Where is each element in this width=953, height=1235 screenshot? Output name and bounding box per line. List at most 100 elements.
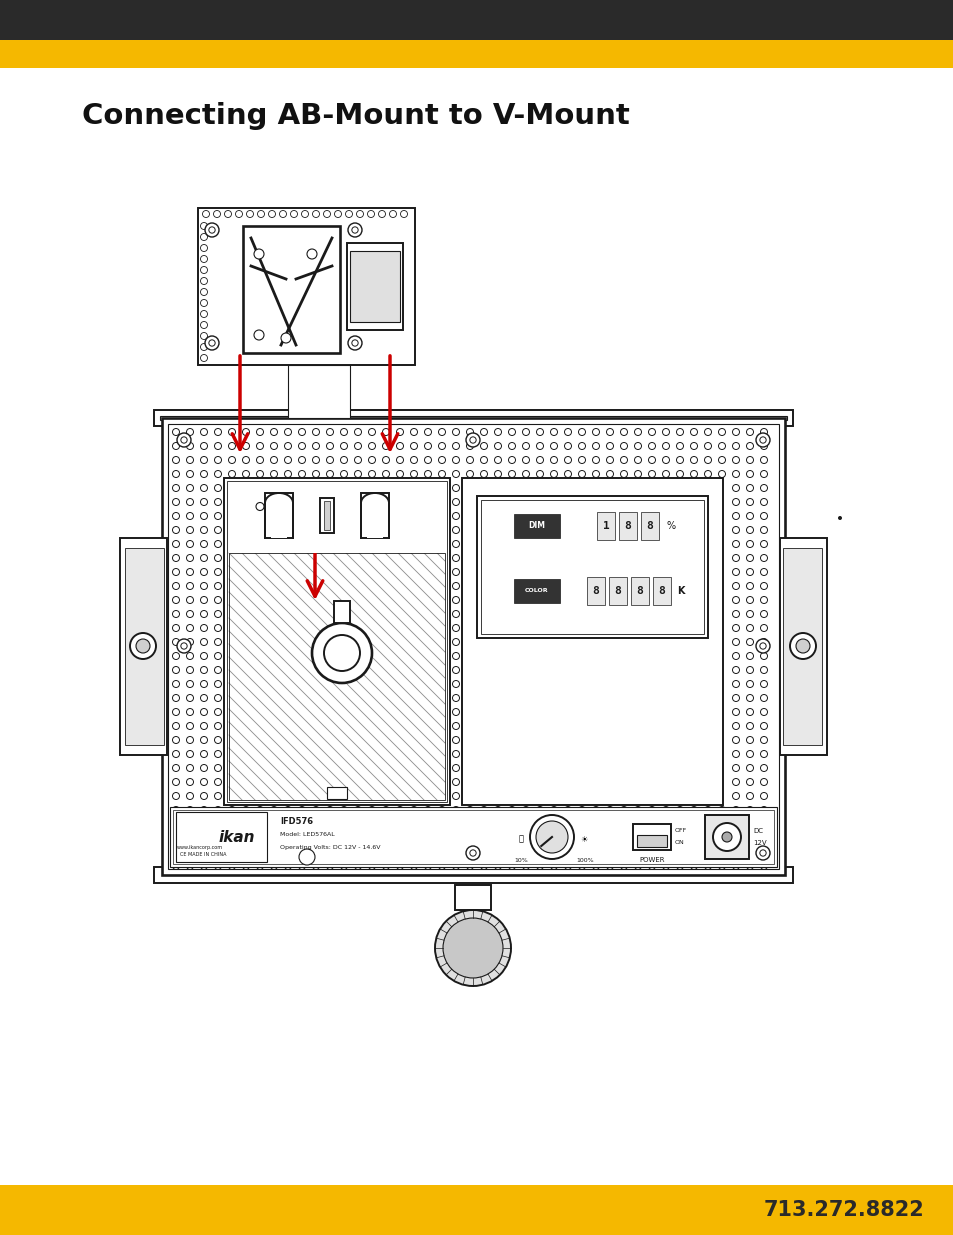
Bar [704,815,748,860]
Circle shape [205,336,219,350]
Circle shape [281,333,291,343]
Text: COLOR: COLOR [525,589,548,594]
Text: IFD576: IFD576 [280,818,313,826]
Circle shape [209,340,215,346]
Bar [514,579,559,603]
Circle shape [177,846,191,860]
Bar [0,40,953,68]
Circle shape [253,249,264,259]
Text: 8: 8 [658,585,664,597]
Text: POWER: POWER [639,857,664,863]
Circle shape [530,815,574,860]
Text: 713.272.8822: 713.272.8822 [762,1200,923,1220]
Circle shape [442,918,502,978]
Circle shape [348,336,361,350]
Bar [0,1186,953,1235]
Bar [652,577,670,605]
Bar [327,787,347,799]
Text: 8: 8 [592,585,598,597]
Bar [630,577,648,605]
Circle shape [253,330,264,340]
Bar [224,478,450,805]
Bar [633,824,670,850]
Bar [476,496,707,638]
Circle shape [177,433,191,447]
Circle shape [136,638,150,653]
Text: 100%: 100% [576,858,593,863]
Circle shape [181,850,187,856]
Circle shape [435,910,511,986]
Circle shape [465,846,479,860]
Bar [637,835,666,847]
Text: 🔒: 🔒 [518,835,523,844]
Bar [480,500,703,634]
Text: 10%: 10% [514,858,527,863]
Bar [153,410,792,426]
Text: Connecting AB-Mount to V-Mount: Connecting AB-Mount to V-Mount [82,103,629,130]
Circle shape [795,638,809,653]
Text: ON: ON [675,841,684,846]
Text: Operating Volts: DC 12V - 14.6V: Operating Volts: DC 12V - 14.6V [280,845,380,850]
Bar [455,885,491,910]
Circle shape [837,516,841,520]
Circle shape [181,643,187,650]
Bar [265,493,293,538]
Text: www.ikancorp.com: www.ikancorp.com [177,845,223,850]
Text: ikan: ikan [218,830,255,845]
Text: ☀: ☀ [579,835,587,844]
Bar [334,601,350,622]
Bar [227,480,447,802]
Bar [172,810,773,864]
Text: 8: 8 [614,585,620,597]
Bar [461,478,722,805]
Bar [198,207,415,366]
Circle shape [255,503,264,510]
Bar [618,513,637,540]
Text: 8: 8 [646,521,653,531]
Bar [586,577,604,605]
Bar [319,498,334,534]
Bar [271,503,287,538]
Bar [597,513,615,540]
Bar [608,577,626,605]
Circle shape [789,634,815,659]
Bar [324,501,330,530]
Text: 12V: 12V [752,840,766,846]
Text: 8: 8 [624,521,631,531]
Circle shape [755,846,769,860]
Bar [175,811,267,862]
Circle shape [348,224,361,237]
Bar [229,553,444,800]
Bar [360,493,389,538]
Circle shape [177,638,191,653]
Text: K: K [677,585,684,597]
Bar [640,513,659,540]
Circle shape [209,227,215,233]
Bar [168,424,779,869]
Text: %: % [666,521,676,531]
Bar [160,416,786,420]
Circle shape [298,848,314,864]
Circle shape [130,634,156,659]
Bar [120,538,167,755]
Bar [170,806,776,867]
Text: CE MADE IN CHINA: CE MADE IN CHINA [180,852,226,857]
Text: 8: 8 [636,585,642,597]
Bar [243,226,339,353]
Text: Model: LED576AL: Model: LED576AL [280,832,335,837]
Circle shape [721,832,731,842]
Circle shape [759,850,765,856]
Circle shape [712,823,740,851]
Circle shape [352,340,357,346]
Circle shape [755,638,769,653]
Bar [350,251,399,322]
Circle shape [307,249,316,259]
Circle shape [465,433,479,447]
Text: OFF: OFF [675,829,686,834]
Bar [153,867,792,883]
Text: DIM: DIM [528,521,545,531]
Circle shape [181,437,187,443]
Bar [780,538,826,755]
Circle shape [755,433,769,447]
Bar [514,514,559,538]
